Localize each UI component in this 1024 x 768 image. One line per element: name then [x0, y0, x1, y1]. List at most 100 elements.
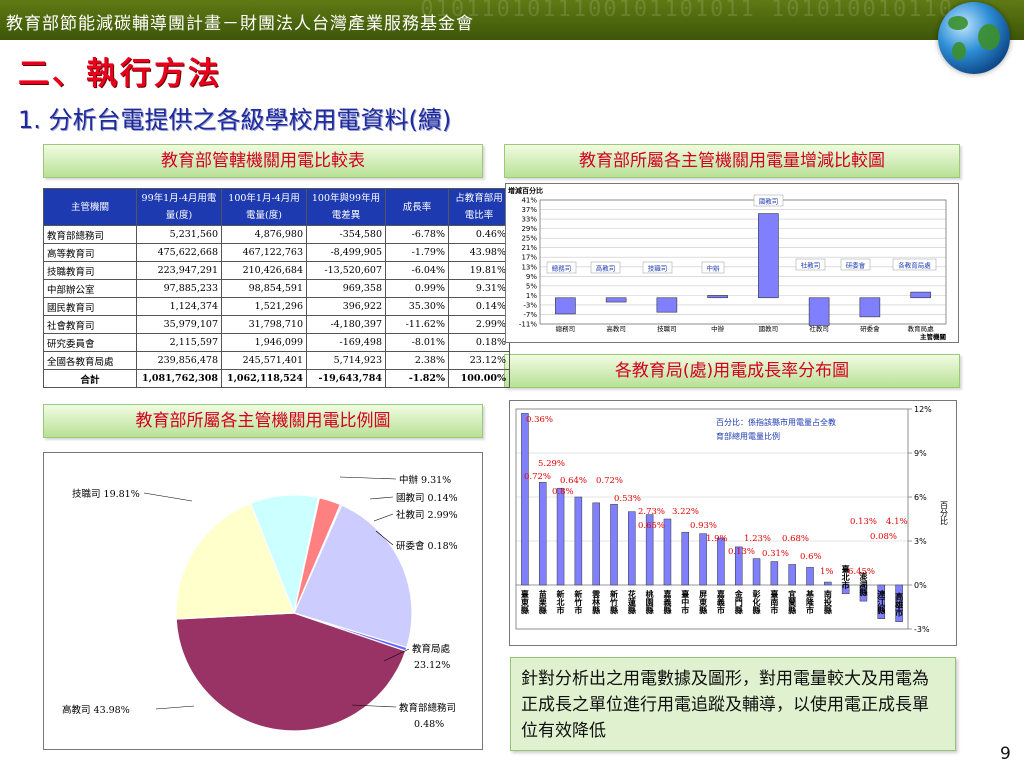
table-cell: 0.99% — [385, 279, 449, 298]
pie-leader-line — [383, 648, 410, 662]
county-chart-bar — [717, 537, 725, 586]
table-cell: 0.18% — [448, 333, 510, 352]
county-chart-value-label: 0.13% — [850, 517, 877, 527]
table-cell: 5,714,923 — [306, 351, 386, 370]
county-chart-y-tick: 6% — [914, 493, 927, 502]
county-chart-value-label: 1.9% — [706, 534, 728, 544]
table-row: 高等教育司 475,622,668 467,122,763 -8,499,905 -1.… — [43, 243, 510, 262]
table-total-cell: -19,643,784 — [306, 369, 386, 388]
county-chart-bar — [770, 561, 779, 586]
county-chart-x-tick: 新北市 — [556, 589, 565, 615]
bar-chart-x-tick: 高教司 — [606, 324, 626, 333]
pie-slice — [175, 502, 295, 620]
table-cell: 19.81% — [448, 261, 510, 280]
bar-chart-y-tick: 9% — [526, 273, 537, 281]
county-chart-value-label: 4.1% — [886, 517, 908, 527]
county-chart-value-label: 6.45% — [848, 567, 875, 577]
county-chart-x-tick: 澎湖縣 — [859, 571, 868, 597]
page-subtitle: 1. 分析台電提供之各級學校用電資料(續) — [18, 106, 452, 134]
county-chart-note-line2: 育部總用電量比例 — [716, 431, 780, 441]
county-chart-bar — [610, 504, 618, 586]
pie-leader-line — [373, 513, 394, 522]
county-chart-x-tick: 苗栗縣 — [537, 589, 547, 615]
county-chart-panel: 12% 9% 6% 3% 0% -3% 臺東縣 苗栗縣 新北市 新竹市 雲林縣 新竹縣 花蓮縣 桃園縣 嘉義… — [509, 400, 957, 646]
county-chart-x-tick: 連江縣 — [876, 589, 886, 615]
county-chart-value-label: 3.22% — [672, 507, 699, 517]
page-title: 二、執行方法 — [18, 56, 222, 92]
county-chart-value-label: 0.65% — [638, 521, 665, 531]
county-chart-bar — [663, 518, 672, 586]
bar-chart-bar — [910, 291, 931, 299]
county-chart-bar — [841, 584, 850, 595]
county-chart-bar — [806, 567, 814, 586]
pie-slice — [175, 612, 407, 732]
table-row: 中部辦公室 97,885,233 98,854,591 969,358 0.99% 9.3… — [43, 279, 510, 298]
bar-chart-callout-label: 各教育局處 — [898, 261, 931, 270]
table-cell: 223,947,291 — [136, 261, 222, 280]
table-row: 技職教育司 223,947,291 210,426,684 -13,520,607 -6… — [43, 261, 510, 280]
bar-chart-panel: 增減百分比 41% 37% 33% 29% 25% 21% 17% 13% 9% 5% 1% -3% -7… — [505, 183, 959, 343]
county-chart-bar — [538, 482, 547, 586]
table-section-title: 教育部管轄機關用電比較表 — [43, 144, 483, 178]
bar-chart-callout-label: 總務司 — [552, 264, 572, 273]
pie-label: 0.48% — [414, 719, 444, 730]
table-cell: 97,885,233 — [136, 279, 222, 298]
bar-chart-x-tick: 教育局處 — [908, 324, 935, 333]
pie-chart-panel: 中辦 9.31% 國教司 0.14% 社教司 2.99% 研委會 0.18% 教育局處 2… — [43, 452, 483, 750]
county-chart-value-label: 0.6% — [800, 552, 822, 562]
county-chart-y-tick: 0% — [914, 581, 927, 590]
bar-chart-callout-box — [840, 258, 871, 271]
bar-chart-y-tick: 41% — [521, 197, 537, 205]
county-chart-bar — [788, 564, 796, 586]
bar-chart-bar — [605, 297, 627, 303]
pie-leader-line — [369, 496, 394, 500]
pie-chart-section-title: 教育部所屬各主管機關用電比例圖 — [43, 404, 483, 438]
county-chart: 12%9%6%3%0%-3%臺東縣 苗栗縣 新北市 新竹市 雲林縣 新竹縣 花蓮縣 桃園縣 嘉義… — [515, 405, 949, 634]
table-cell: 396,922 — [306, 297, 386, 316]
bar-chart-bar — [808, 297, 830, 326]
county-chart-bar — [734, 546, 743, 586]
bar-chart-y-tick: 5% — [526, 282, 537, 290]
table-cell: 1,946,099 — [221, 333, 307, 352]
county-chart-value-label: 1.23% — [744, 534, 771, 544]
county-chart-value-label: 1% — [820, 567, 834, 577]
pie-leader-line — [143, 492, 193, 502]
county-chart-bar — [521, 413, 529, 586]
county-chart-right-title: 百分比 — [940, 501, 949, 526]
table-cell: 全國各教育局處 — [43, 351, 137, 370]
county-chart-value-label: 0.36% — [526, 415, 553, 425]
county-chart-bar — [574, 496, 583, 586]
bar-chart-section-title: 教育部所屬各主管機關用電量增減比較圖 — [504, 144, 960, 178]
bar-chart-x-tick: 研委會 — [860, 324, 880, 333]
table-total-cell: 1,062,118,524 — [221, 369, 307, 388]
county-chart-x-tick: 彰化縣 — [752, 589, 761, 615]
table-cell: 475,622,668 — [136, 243, 222, 262]
bar-chart-y-tick: 21% — [521, 244, 537, 252]
pie-leader-line — [375, 530, 394, 546]
county-chart-value-label: 0.08% — [870, 532, 897, 542]
county-chart-bar — [681, 531, 690, 586]
bar-chart: 增減百分比 41%37% 33%29% 25%21% 17%13% 9%5% 1%-3% -7… — [508, 186, 947, 341]
bar-chart-bar — [555, 297, 576, 315]
table-cell: -8.01% — [385, 333, 449, 352]
pie-label: 國教司 0.14% — [396, 492, 458, 504]
table-cell: -11.62% — [385, 315, 449, 334]
table-header-cell: 占教育部用電比率 — [448, 188, 510, 226]
table-cell: -13,520,607 — [306, 261, 386, 280]
table-row: 國民教育司 1,124,374 1,521,296 396,922 35.30% 0.14… — [43, 297, 510, 316]
county-chart-bar — [877, 584, 886, 619]
table-cell: 1,124,374 — [136, 297, 222, 316]
county-chart-bar — [752, 558, 761, 586]
pie-label: 23.12% — [414, 660, 450, 671]
table-cell: 2.99% — [448, 315, 510, 334]
table-header-cell: 99年1月-4月用電量(度) — [136, 188, 222, 226]
county-chart-value-label: 5.29% — [538, 459, 565, 469]
table-cell: -6.78% — [385, 225, 449, 244]
county-chart-bar — [699, 533, 707, 586]
table-cell: 中部辦公室 — [43, 279, 137, 298]
table-cell: -8,499,905 — [306, 243, 386, 262]
header-bar-title: 教育部節能減碳輔導團計畫－財團法人台灣產業服務基金會 — [6, 14, 474, 34]
bar-chart-bar — [707, 295, 728, 299]
table-cell: 社會教育司 — [43, 315, 137, 334]
county-chart-bar — [628, 511, 636, 586]
